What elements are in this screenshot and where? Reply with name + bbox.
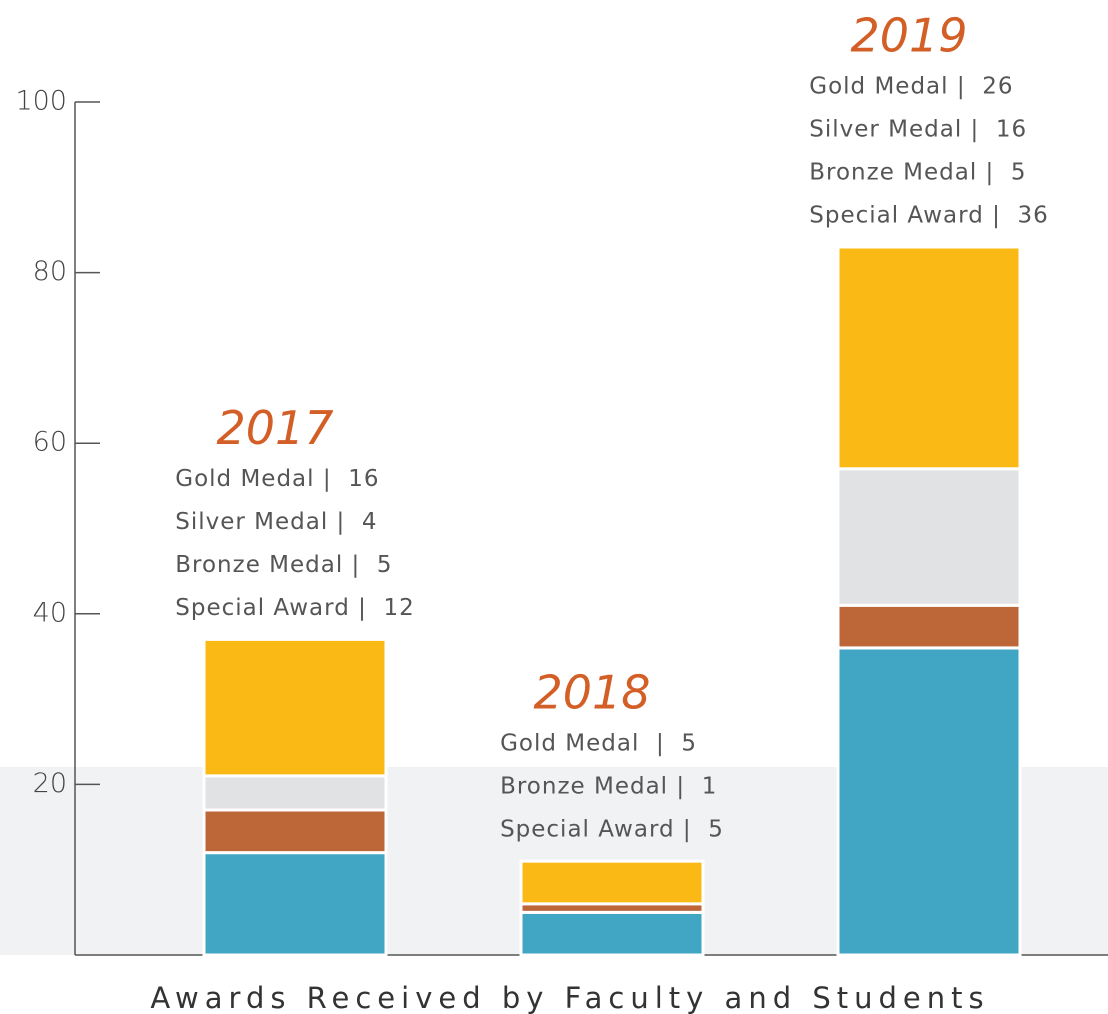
data-label: Special Award | 5: [500, 817, 724, 843]
y-tick-label: 40: [33, 597, 67, 628]
data-label: Bronze Medal | 5: [809, 160, 1026, 186]
bar-segment: [836, 603, 1022, 650]
data-label: Gold Medal | 16: [175, 466, 379, 492]
bar-segment: [202, 637, 388, 778]
y-tick-label: 80: [33, 256, 67, 287]
bar-segment: [836, 467, 1022, 607]
data-label: Gold Medal | 5: [500, 731, 697, 757]
y-tick-label: 100: [15, 86, 67, 117]
data-label: Special Award | 36: [809, 203, 1049, 229]
bar-segment: [202, 851, 388, 957]
data-label: Silver Medal | 16: [809, 117, 1027, 143]
bar-segment: [836, 245, 1022, 471]
chart-title: Awards Received by Faculty and Students: [150, 981, 989, 1014]
y-tick-label: 60: [33, 427, 67, 458]
data-label: Gold Medal | 26: [809, 74, 1013, 100]
data-label: Bronze Medal | 5: [175, 552, 392, 578]
category-label: 2018: [533, 666, 650, 720]
bar-segment: [202, 774, 388, 812]
bar-segment: [519, 859, 705, 906]
data-label: Silver Medal | 4: [175, 509, 377, 535]
bar-segment: [202, 808, 388, 855]
y-tick-label: 20: [33, 768, 67, 799]
bar-segment: [519, 910, 705, 957]
category-label: 2017: [216, 401, 333, 455]
category-label: 2019: [850, 9, 967, 63]
data-label: Bronze Medal | 1: [500, 774, 717, 800]
data-label: Special Award | 12: [175, 595, 415, 621]
bar-segment: [836, 646, 1022, 957]
